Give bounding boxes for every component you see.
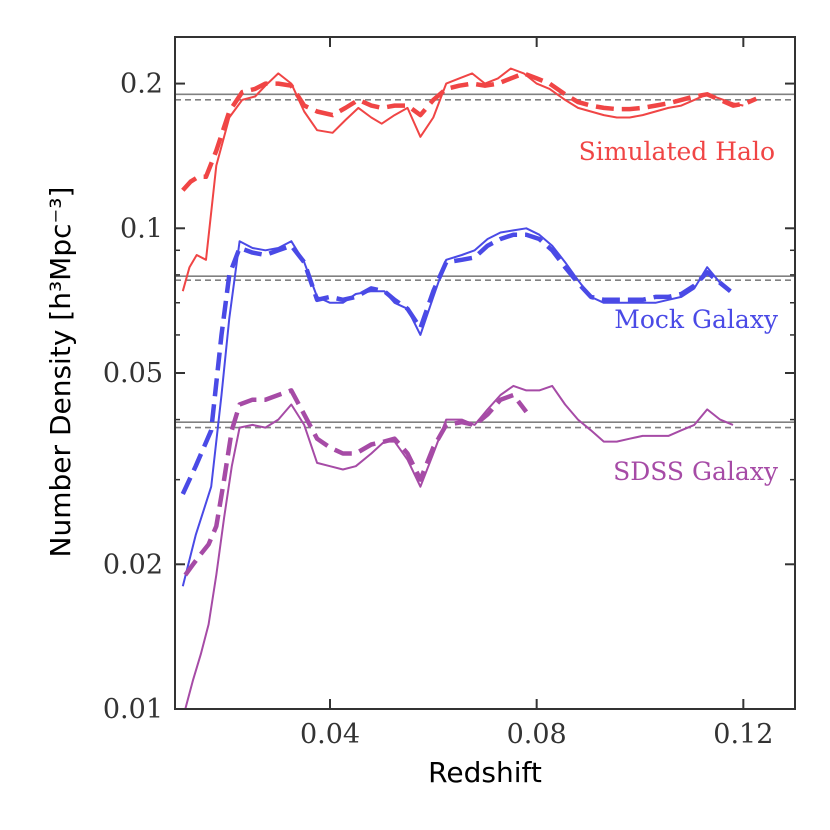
y-tick-label: 0.01 [103,694,163,725]
x-tick-label: 0.04 [300,719,360,750]
x-tick-label: 0.12 [713,719,773,750]
sdss-galaxy-dashed-line [183,388,529,577]
simulated-halo-label: Simulated Halo [579,137,775,166]
y-tick-label: 0.2 [120,69,163,100]
axis-ticks: 0.01 0.02 0.05 0.1 0.2 0.04 0.08 0.12 [103,37,795,750]
reference-lines [175,93,795,429]
y-tick-label: 0.05 [103,358,163,389]
series-labels: Simulated Halo Mock Galaxy SDSS Galaxy [579,137,779,486]
mock-galaxy-label: Mock Galaxy [614,305,779,334]
mock-galaxy-solid-line [181,227,732,587]
y-tick-label: 0.02 [103,549,163,580]
simulated-halo-solid-line [181,67,744,292]
sdss-galaxy-solid-line [184,384,734,709]
sdss-galaxy-label: SDSS Galaxy [613,457,779,486]
x-tick-label: 0.08 [507,719,567,750]
mock-galaxy-dashed-line [180,232,732,495]
x-axis-title: Redshift [428,756,542,789]
y-axis-title: Number Density [h³Mpc⁻³] [44,187,77,558]
series-lines [180,67,758,709]
y-tick-label: 0.1 [120,213,163,244]
simulated-halo-dashed-line [181,71,758,192]
